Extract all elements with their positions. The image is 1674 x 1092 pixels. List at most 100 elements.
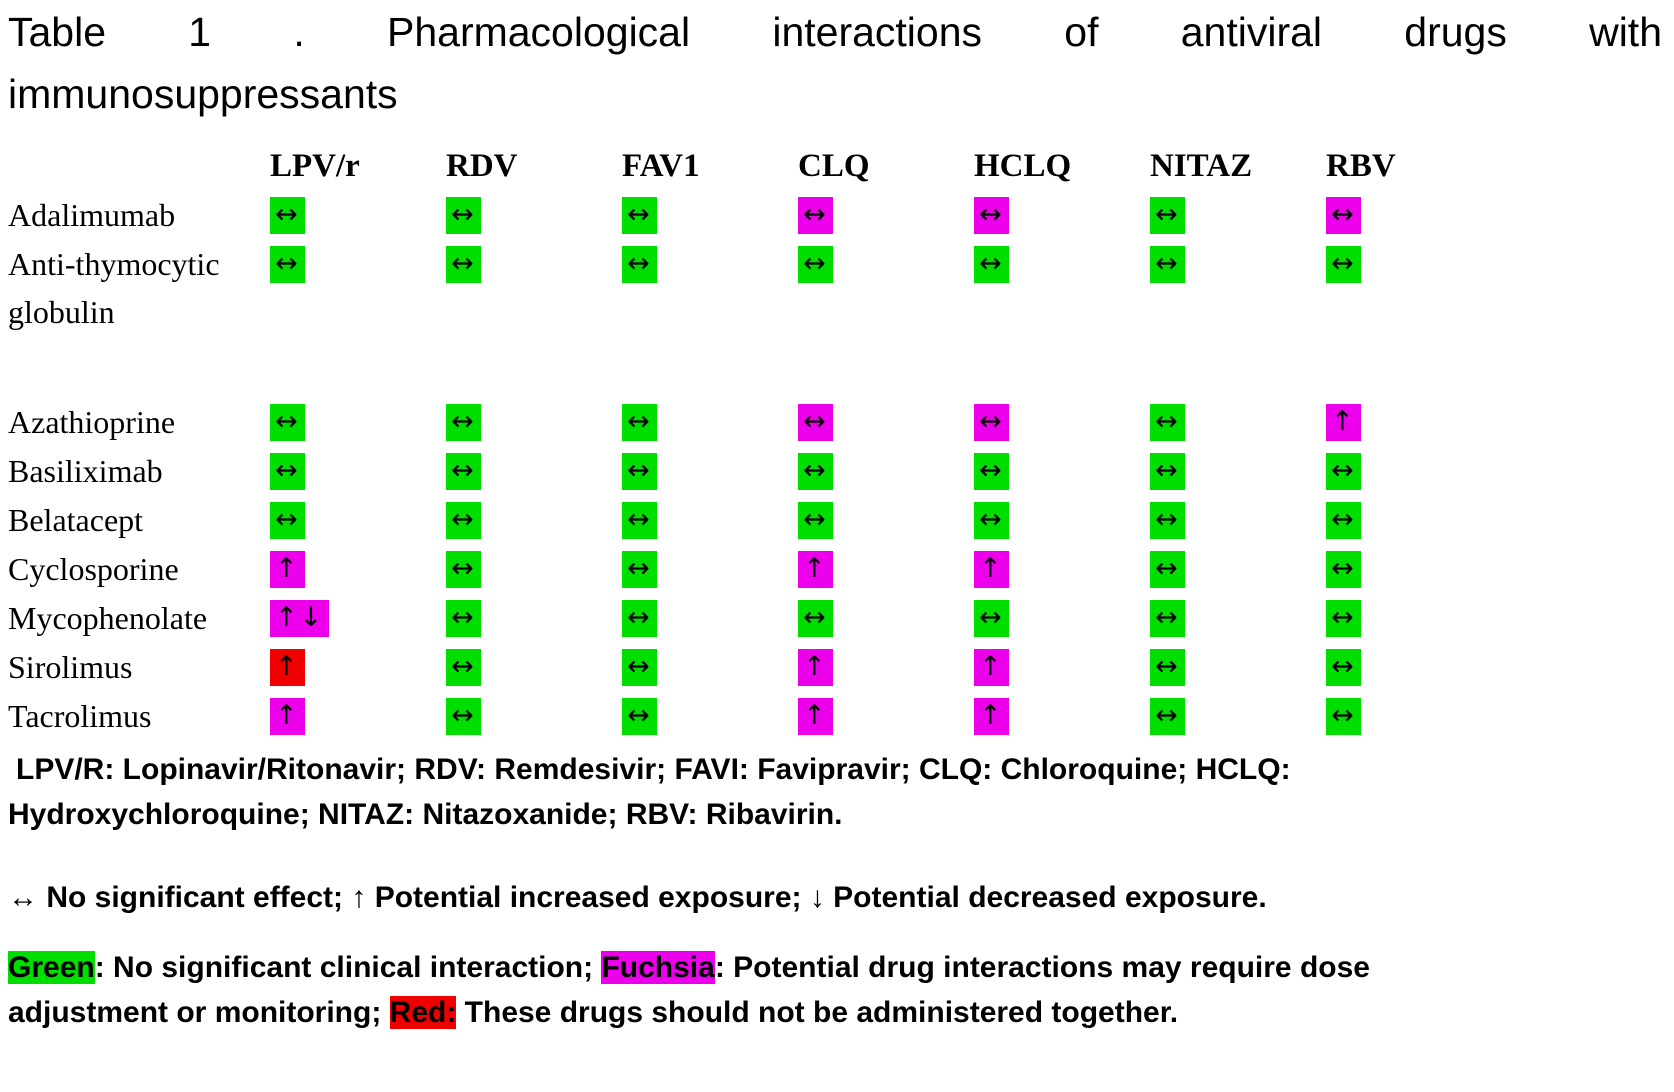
interaction-cell: ↔ xyxy=(622,594,798,643)
green-interaction-box: ↔ xyxy=(1150,453,1185,490)
interaction-cell: ↔ xyxy=(1326,594,1502,643)
green-interaction-box: ↔ xyxy=(622,600,657,637)
interaction-cell: ↔ xyxy=(446,496,622,545)
interaction-cell: ↔ xyxy=(1326,191,1502,240)
green-interaction-box: ↔ xyxy=(446,502,481,539)
interaction-matrix: LPV/r RDV FAV1 CLQ HCLQ NITAZ RBV Adalimumab ↔ ↔… xyxy=(8,141,1662,741)
interaction-cell: ↔ xyxy=(446,398,622,447)
table-row: Azathioprine ↔ ↔ ↔ ↔ ↔ ↔ ↑ xyxy=(8,398,1662,447)
column-header-lpvr: LPV/r xyxy=(270,147,360,184)
interaction-cell: ↔ xyxy=(270,398,446,447)
green-interaction-box: ↔ xyxy=(270,404,305,441)
red-highlight: Red: xyxy=(389,996,457,1029)
green-interaction-box: ↔ xyxy=(622,698,657,735)
fuchsia-highlight: Fuchsia xyxy=(601,951,715,984)
fuchsia-interaction-box: ↔ xyxy=(798,197,833,234)
interaction-cell: ↑ xyxy=(798,692,974,741)
interaction-cell: ↔ xyxy=(798,447,974,496)
interaction-cell: ↔ xyxy=(622,643,798,692)
green-interaction-box: ↔ xyxy=(622,502,657,539)
green-interaction-box: ↔ xyxy=(270,246,305,283)
green-interaction-box: ↔ xyxy=(1150,404,1185,441)
symbols-legend: ↔ No significant effect; ↑ Potential inc… xyxy=(8,881,1267,914)
legend-text: : No significant clinical interaction; xyxy=(94,951,602,984)
interaction-cell: ↔ xyxy=(446,594,622,643)
green-interaction-box: ↔ xyxy=(446,197,481,234)
interaction-cell: ↔ xyxy=(446,240,622,289)
interaction-cell: ↔ xyxy=(270,240,446,289)
interaction-cell: ↔ xyxy=(974,447,1150,496)
abbreviations-line2: Hydroxychloroquine; NITAZ: Nitazoxanide;… xyxy=(8,798,843,831)
interaction-cell: ↔ xyxy=(974,240,1150,289)
table-title: Table 1 . Pharmacological interactions o… xyxy=(8,2,1662,125)
interaction-cell: ↔ xyxy=(1150,447,1326,496)
green-interaction-box: ↔ xyxy=(1150,551,1185,588)
row-label: Adalimumab xyxy=(8,197,176,233)
interaction-cell: ↔ xyxy=(270,496,446,545)
interaction-cell: ↔ xyxy=(1150,643,1326,692)
row-label: Cyclosporine xyxy=(8,551,179,587)
green-interaction-box: ↔ xyxy=(1326,502,1361,539)
green-interaction-box: ↔ xyxy=(798,453,833,490)
interaction-cell: ↔ xyxy=(798,496,974,545)
table-row: Mycophenolate ↑↓ ↔ ↔ ↔ ↔ ↔ ↔ xyxy=(8,594,1662,643)
interaction-cell: ↑ xyxy=(974,643,1150,692)
interaction-cell: ↔ xyxy=(446,643,622,692)
row-label: Sirolimus xyxy=(8,649,133,685)
green-interaction-box: ↔ xyxy=(1326,698,1361,735)
interaction-cell: ↔ xyxy=(1150,398,1326,447)
table-row: Sirolimus ↑ ↔ ↔ ↑ ↑ ↔ ↔ xyxy=(8,643,1662,692)
interaction-cell: ↔ xyxy=(446,545,622,594)
table-figure: Table 1 . Pharmacological interactions o… xyxy=(8,2,1662,1029)
green-interaction-box: ↔ xyxy=(974,600,1009,637)
legend-text: : Potential drug interactions may requir… xyxy=(8,951,1370,1029)
table-title-line2: immunosuppressants xyxy=(8,70,398,117)
green-interaction-box: ↔ xyxy=(622,649,657,686)
fuchsia-interaction-box: ↔ xyxy=(974,404,1009,441)
interaction-cell: ↔ xyxy=(1326,545,1502,594)
fuchsia-interaction-box: ↔ xyxy=(974,197,1009,234)
table-row: Cyclosporine ↑ ↔ ↔ ↑ ↑ ↔ ↔ xyxy=(8,545,1662,594)
interaction-cell: ↔ xyxy=(446,692,622,741)
interaction-cell: ↔ xyxy=(446,191,622,240)
column-header-fav1: FAV1 xyxy=(622,147,700,184)
column-header-clq: CLQ xyxy=(798,147,870,184)
interaction-cell: ↔ xyxy=(622,240,798,289)
interaction-cell: ↑ xyxy=(270,545,446,594)
interaction-cell: ↔ xyxy=(622,692,798,741)
interaction-cell: ↔ xyxy=(1150,594,1326,643)
green-highlight: Green xyxy=(8,951,95,984)
green-interaction-box: ↔ xyxy=(1150,246,1185,283)
interaction-cell: ↔ xyxy=(798,240,974,289)
interaction-cell: ↔ xyxy=(1150,545,1326,594)
row-label: Mycophenolate xyxy=(8,600,208,636)
green-interaction-box: ↔ xyxy=(622,551,657,588)
table-row: Tacrolimus ↑ ↔ ↔ ↑ ↑ ↔ ↔ xyxy=(8,692,1662,741)
interaction-cell: ↔ xyxy=(1326,496,1502,545)
green-interaction-box: ↔ xyxy=(798,600,833,637)
interaction-cell: ↔ xyxy=(446,447,622,496)
green-interaction-box: ↔ xyxy=(1150,698,1185,735)
table-row: Belatacept ↔ ↔ ↔ ↔ ↔ ↔ ↔ xyxy=(8,496,1662,545)
green-interaction-box: ↔ xyxy=(1150,502,1185,539)
interaction-cell: ↑ xyxy=(1326,398,1502,447)
interaction-cell: ↔ xyxy=(622,545,798,594)
green-interaction-box: ↔ xyxy=(270,197,305,234)
matrix-rows: Adalimumab ↔ ↔ ↔ ↔ ↔ ↔ ↔ Anti-thymocytic globuli… xyxy=(8,191,1662,741)
interaction-cell: ↔ xyxy=(1150,496,1326,545)
interaction-cell: ↑ xyxy=(270,692,446,741)
green-interaction-box: ↔ xyxy=(1150,197,1185,234)
green-interaction-box: ↔ xyxy=(446,453,481,490)
green-interaction-box: ↔ xyxy=(1326,600,1361,637)
table-row: Adalimumab ↔ ↔ ↔ ↔ ↔ ↔ ↔ xyxy=(8,191,1662,240)
column-header-rbv: RBV xyxy=(1326,147,1396,184)
table-title-line1: Table 1 . Pharmacological interactions o… xyxy=(8,9,1662,55)
table-row: Anti-thymocytic globulin ↔ ↔ ↔ ↔ ↔ ↔ ↔ xyxy=(8,240,1662,336)
column-header-hclq: HCLQ xyxy=(974,147,1072,184)
interaction-cell: ↔ xyxy=(1150,191,1326,240)
green-interaction-box: ↔ xyxy=(622,246,657,283)
green-interaction-box: ↔ xyxy=(622,197,657,234)
green-interaction-box: ↔ xyxy=(1326,246,1361,283)
legend-text: These drugs should not be administered t… xyxy=(456,996,1179,1029)
interaction-cell: ↑ xyxy=(974,692,1150,741)
